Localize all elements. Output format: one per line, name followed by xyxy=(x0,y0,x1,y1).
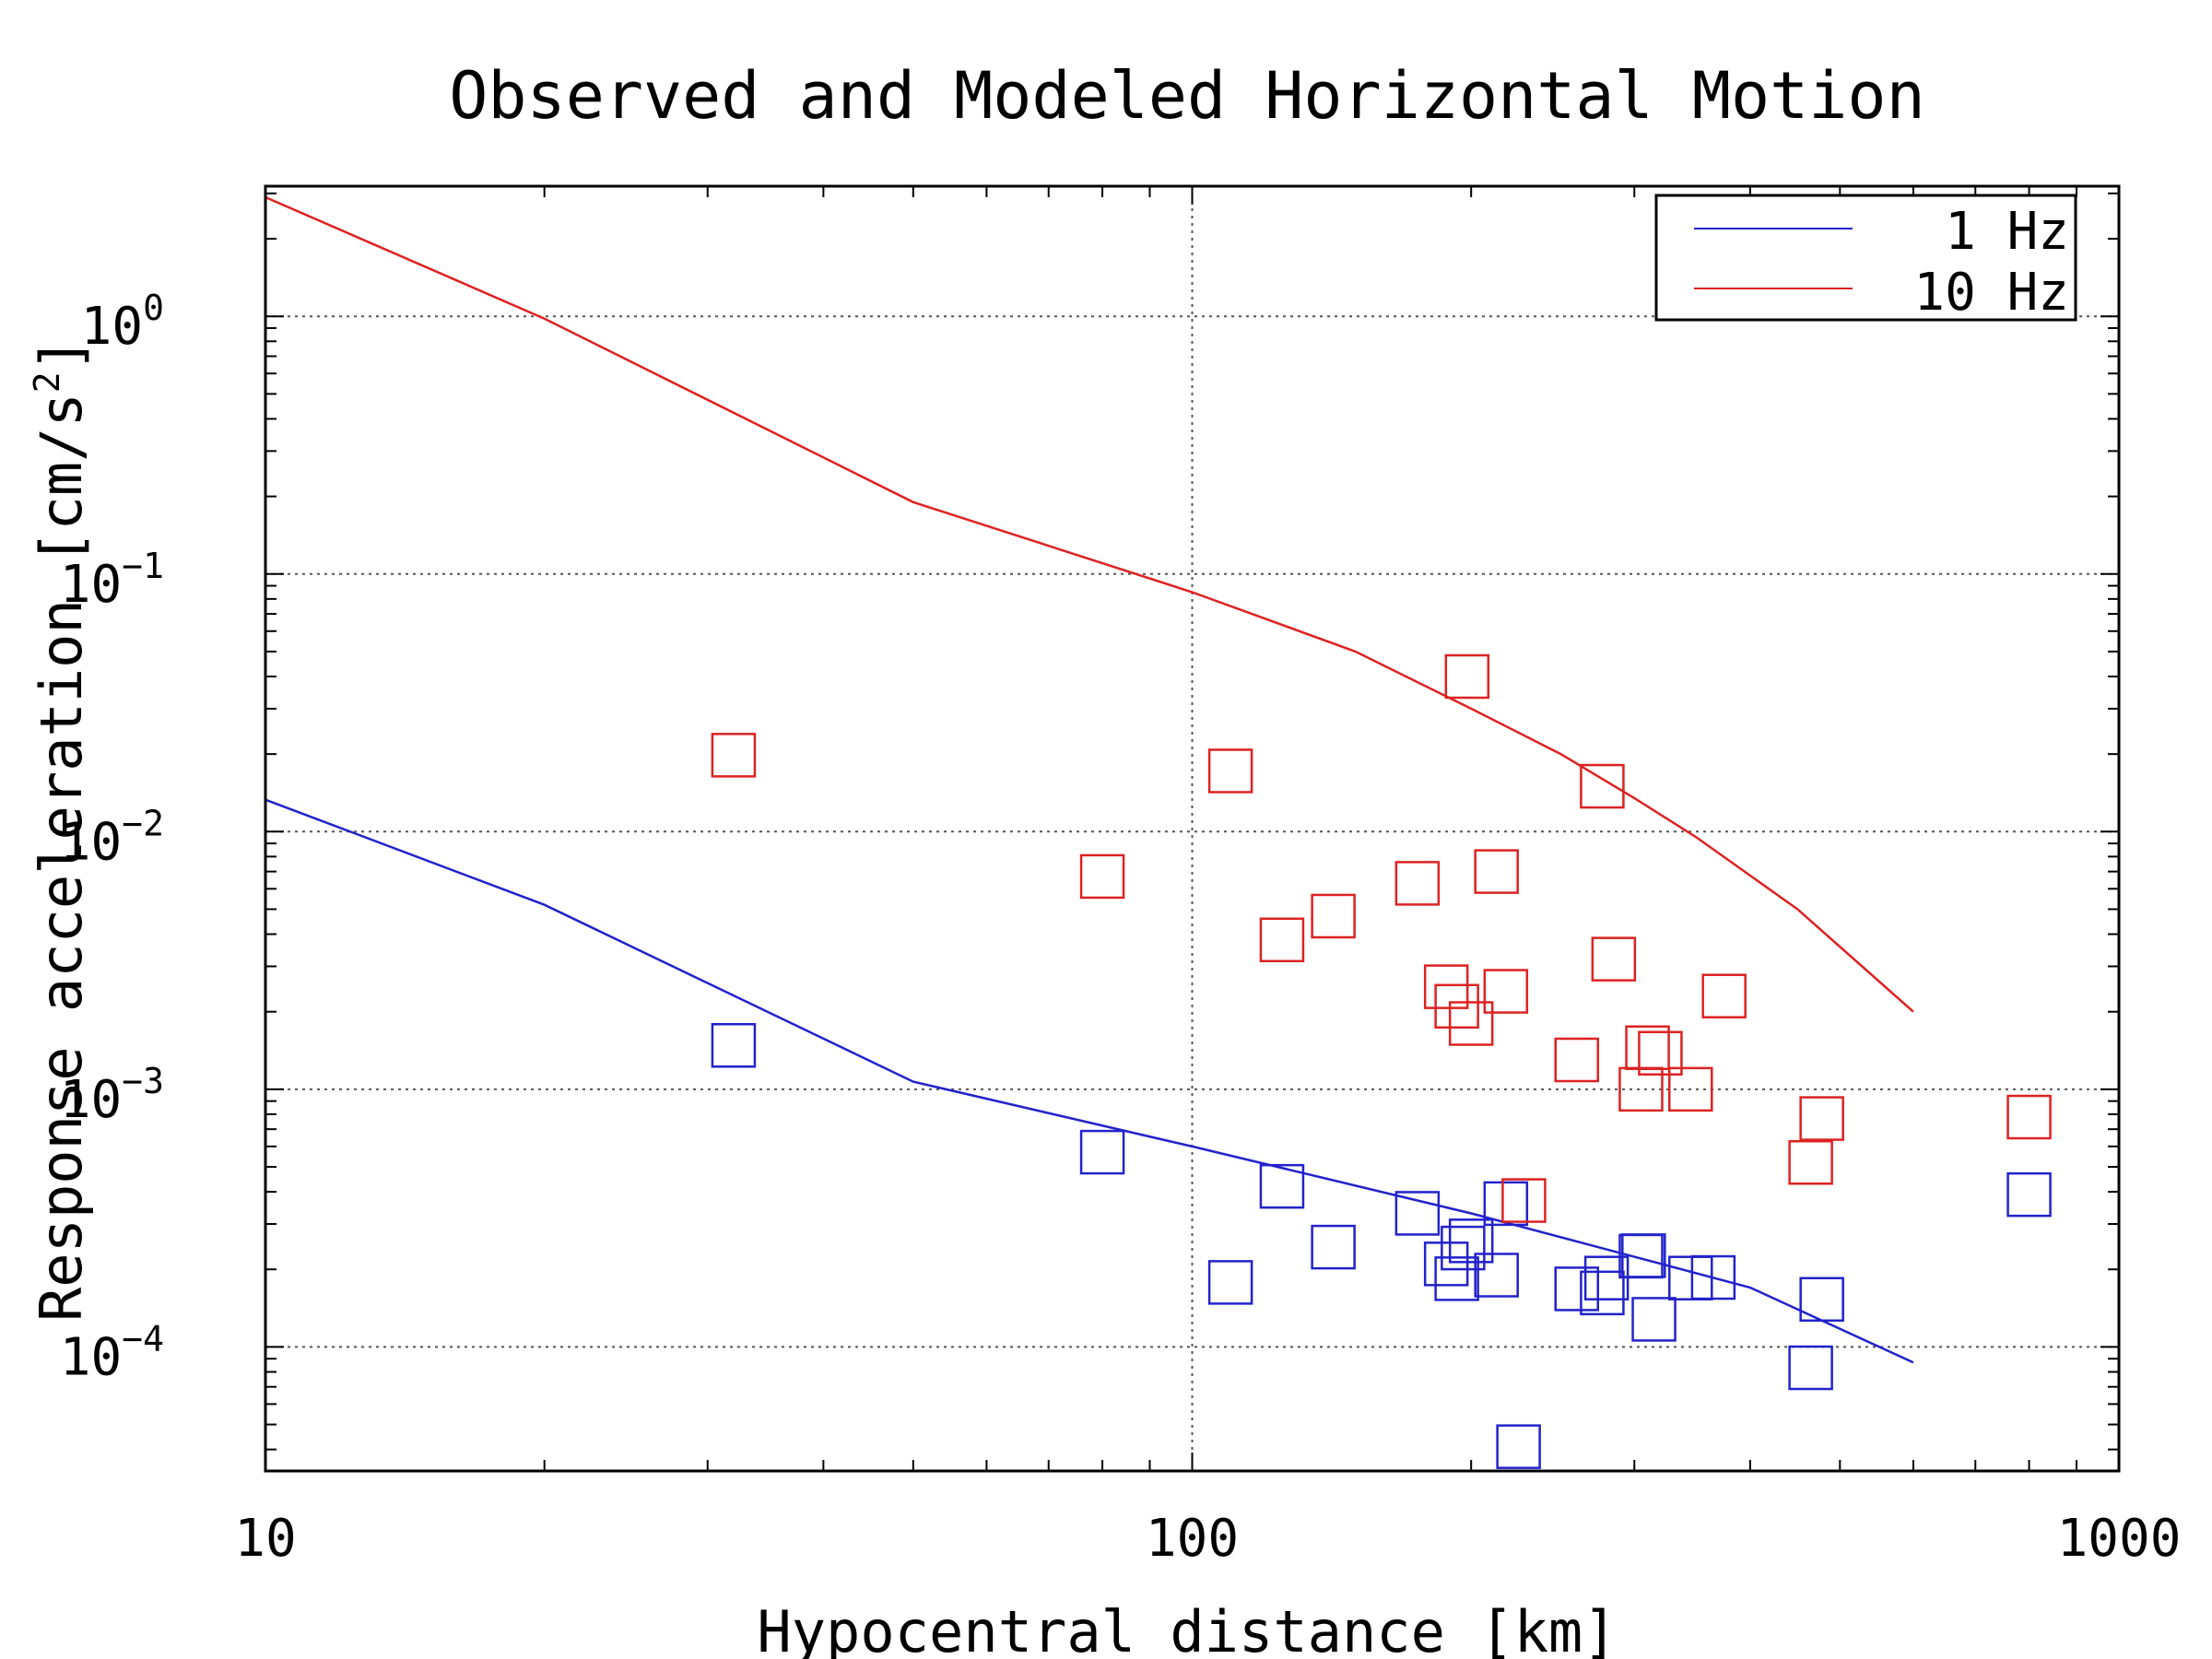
model-line-10-hz xyxy=(265,195,1914,1013)
y-tick-label: 10−3 xyxy=(60,1061,164,1130)
x-tick-label: 100 xyxy=(1146,1509,1239,1569)
observed-point-10-hz xyxy=(1434,983,1479,1030)
observed-point-10-hz xyxy=(1580,763,1625,809)
observed-point-1-hz xyxy=(1668,1255,1713,1300)
series-points xyxy=(711,653,2052,1469)
observed-point-1-hz xyxy=(1631,1297,1677,1342)
series-lines xyxy=(265,195,1914,1364)
minor-ticks xyxy=(265,186,2119,1471)
x-axis-label: Hypocentral distance [km] xyxy=(757,1598,1617,1659)
gridlines xyxy=(265,186,2119,1471)
observed-point-1-hz xyxy=(1079,1129,1125,1175)
observed-point-10-hz xyxy=(1483,969,1529,1014)
observed-point-1-hz xyxy=(1554,1266,1600,1312)
observed-point-1-hz xyxy=(1483,1181,1529,1227)
observed-point-10-hz xyxy=(1423,964,1469,1009)
legend: 1 Hz 10 Hz xyxy=(1654,194,2077,323)
observed-point-1-hz xyxy=(1311,1224,1356,1270)
y-axis-label-end: ] xyxy=(28,337,95,371)
legend-box xyxy=(1654,194,2077,322)
observed-point-10-hz xyxy=(1701,973,1747,1018)
y-tick-label: 100 xyxy=(81,288,164,357)
observed-point-1-hz xyxy=(1448,1218,1494,1264)
x-tick-label: 10 xyxy=(234,1509,296,1569)
observed-point-10-hz xyxy=(1448,1001,1494,1046)
observed-point-10-hz xyxy=(1079,853,1125,900)
observed-point-1-hz xyxy=(1423,1241,1469,1287)
observed-point-10-hz xyxy=(1799,1096,1844,1141)
observed-point-10-hz xyxy=(1668,1066,1713,1112)
legend-label-10hz: 10 Hz xyxy=(1913,263,2069,323)
observed-point-1-hz xyxy=(1788,1345,1833,1391)
observed-point-1-hz xyxy=(1394,1191,1441,1236)
observed-point-1-hz xyxy=(1580,1270,1625,1316)
y-axis-label-sup: 2 xyxy=(27,371,67,393)
observed-point-1-hz xyxy=(1207,1260,1253,1305)
observed-point-10-hz xyxy=(1501,1178,1547,1223)
observed-point-1-hz xyxy=(1434,1256,1479,1301)
observed-point-10-hz xyxy=(1259,917,1305,963)
observed-point-1-hz xyxy=(1621,1233,1666,1278)
observed-point-1-hz xyxy=(1441,1225,1486,1271)
y-tick-label: 10−2 xyxy=(60,803,164,872)
y-axis-label-main: Response acceleration [cm/s xyxy=(28,393,95,1322)
chart-title: Observed and Modeled Horizontal Motion xyxy=(449,58,1924,134)
y-tick-label: 10−1 xyxy=(60,546,164,615)
observed-point-10-hz xyxy=(1394,861,1441,906)
observed-point-1-hz xyxy=(1690,1254,1736,1300)
observed-point-1-hz xyxy=(1496,1424,1541,1469)
plot-frame xyxy=(264,184,2121,1473)
observed-point-10-hz xyxy=(1788,1139,1833,1185)
observed-point-10-hz xyxy=(1625,1025,1670,1070)
observed-point-10-hz xyxy=(1638,1030,1683,1077)
observed-point-10-hz xyxy=(1554,1037,1600,1083)
observed-point-10-hz xyxy=(711,733,757,778)
observed-point-10-hz xyxy=(1311,893,1356,939)
observed-point-1-hz xyxy=(711,1023,757,1068)
y-tick-labels: 100 10−1 10−2 10−3 10−4 xyxy=(60,288,164,1387)
y-tick-label: 10−4 xyxy=(60,1318,164,1387)
observed-point-1-hz xyxy=(1799,1277,1844,1323)
observed-point-1-hz xyxy=(2006,1171,2052,1218)
y-axis-label: Response acceleration [cm/s2] xyxy=(27,337,95,1322)
observed-point-10-hz xyxy=(1591,936,1637,982)
x-tick-label: 1000 xyxy=(2057,1509,2182,1569)
observed-point-10-hz xyxy=(1444,653,1490,700)
model-line-1-hz xyxy=(265,798,1914,1364)
observed-point-10-hz xyxy=(1207,748,1253,794)
observed-point-1-hz xyxy=(1474,1253,1519,1298)
observed-point-10-hz xyxy=(2006,1094,2052,1140)
observed-point-1-hz xyxy=(1259,1163,1305,1209)
legend-label-1hz: 1 Hz xyxy=(1945,202,2069,262)
x-tick-labels: 10 100 1000 xyxy=(234,1509,2181,1569)
observed-point-10-hz xyxy=(1474,849,1519,894)
